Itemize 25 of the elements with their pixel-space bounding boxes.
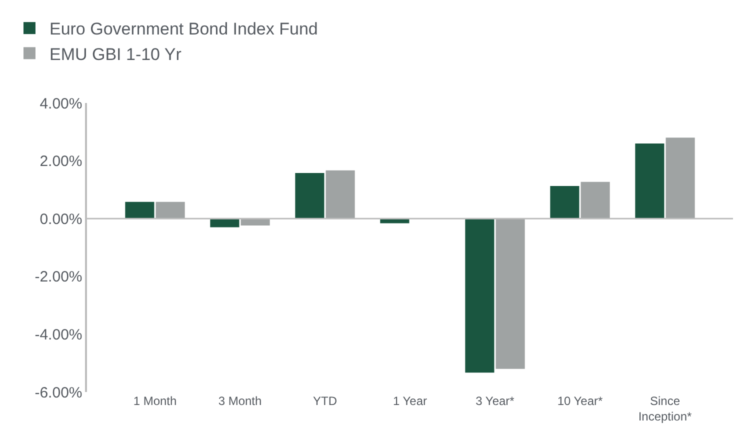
y-tick-label: 4.00% — [40, 95, 82, 112]
y-tick-label: -2.00% — [34, 268, 82, 286]
x-tick-label: 10 Year* — [557, 394, 604, 408]
bar — [156, 202, 185, 219]
bar — [550, 186, 580, 219]
x-tick-label: 1 Month — [133, 394, 177, 408]
y-tick-label: 2.00% — [40, 153, 82, 170]
y-tick-label: -6.00% — [34, 384, 82, 402]
bar — [125, 202, 154, 219]
bar — [580, 182, 610, 219]
bar — [326, 170, 355, 219]
x-tick-label: 3 Month — [218, 394, 262, 408]
bar — [666, 138, 695, 219]
bar — [496, 218, 525, 369]
y-tick-label: 0.00% — [40, 210, 82, 228]
legend-label: EMU GBI 1-10 Yr — [49, 44, 182, 64]
x-tick-label: 1 Year — [392, 394, 428, 408]
x-tick-label: YTD — [313, 394, 338, 408]
bar — [465, 218, 494, 373]
y-tick-label: -4.00% — [34, 326, 82, 344]
bar — [635, 143, 664, 219]
x-tick-label: 3 Year* — [476, 394, 515, 408]
legend-label: Euro Government Bond Index Fund — [49, 20, 318, 39]
x-tick-label: Since Inception* — [638, 394, 692, 424]
bar — [295, 172, 324, 219]
